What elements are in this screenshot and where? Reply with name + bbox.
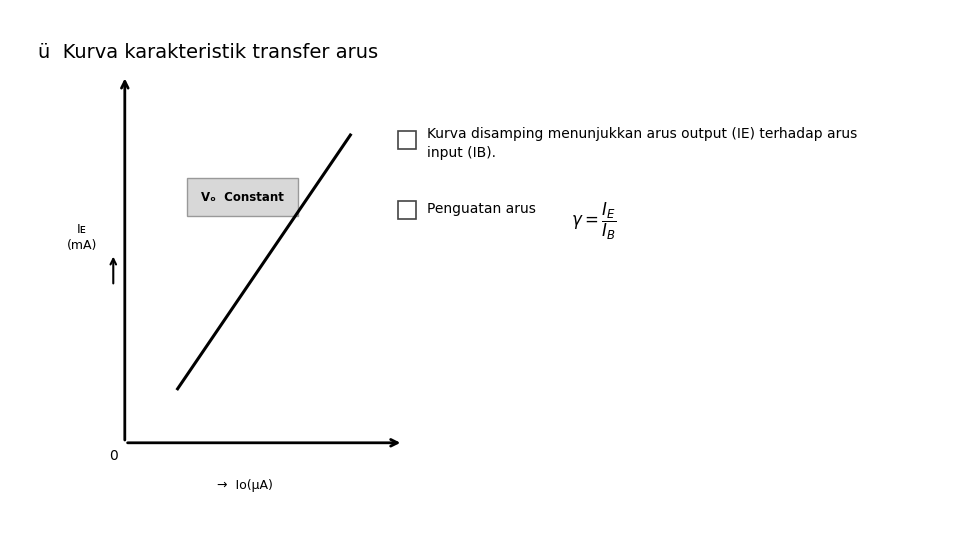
Bar (398, 131, 416, 148)
Text: ü  Kurva karakteristik transfer arus: ü Kurva karakteristik transfer arus (38, 43, 378, 62)
Text: →  Iᴏ(μA): → Iᴏ(μA) (217, 480, 273, 492)
Text: Iᴇ
(mA): Iᴇ (mA) (66, 223, 97, 252)
Bar (187, 178, 298, 216)
Text: $\gamma = \dfrac{I_E}{I_B}$: $\gamma = \dfrac{I_E}{I_B}$ (571, 201, 617, 242)
Text: Kurva disamping menunjukkan arus output (IE) terhadap arus
input (IB).: Kurva disamping menunjukkan arus output … (427, 127, 857, 160)
Text: Penguatan arus: Penguatan arus (427, 202, 536, 217)
Text: 0: 0 (108, 449, 118, 463)
Text: Vₒ⁣  Constant: Vₒ⁣ Constant (201, 191, 284, 204)
Bar (398, 201, 416, 219)
